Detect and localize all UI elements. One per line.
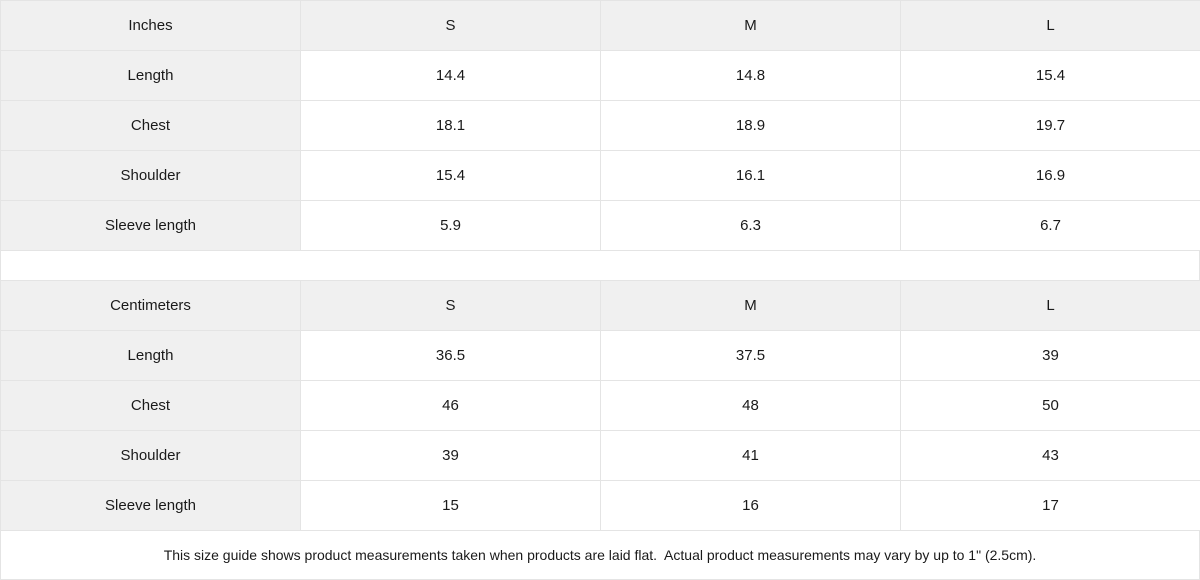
cell-inches-shoulder-s: 15.4 [300, 150, 601, 201]
size-table-centimeters: Centimeters S M L Length 36.5 37.5 39 Ch… [0, 280, 1200, 532]
size-guide-note: This size guide shows product measuremen… [0, 531, 1200, 580]
column-header-l: L [900, 0, 1200, 51]
cell-inches-sleeve-m: 6.3 [600, 200, 901, 251]
cell-cm-sleeve-m: 16 [600, 480, 901, 532]
cell-cm-length-m: 37.5 [600, 330, 901, 382]
cell-inches-length-m: 14.8 [600, 50, 901, 101]
cell-cm-sleeve-s: 15 [300, 480, 601, 532]
row-label-sleeve-length: Sleeve length [0, 480, 301, 532]
cell-inches-shoulder-l: 16.9 [900, 150, 1200, 201]
table-row: Chest 18.1 18.9 19.7 [0, 100, 1200, 151]
cell-cm-shoulder-l: 43 [900, 430, 1200, 482]
row-label-shoulder: Shoulder [0, 150, 301, 201]
row-label-chest: Chest [0, 380, 301, 432]
cell-cm-length-s: 36.5 [300, 330, 601, 382]
row-label-length: Length [0, 330, 301, 382]
cell-inches-chest-s: 18.1 [300, 100, 601, 151]
cell-inches-length-s: 14.4 [300, 50, 601, 101]
column-header-m: M [600, 280, 901, 332]
table-row: Sleeve length 15 16 17 [0, 480, 1200, 532]
cell-inches-chest-m: 18.9 [600, 100, 901, 151]
cell-inches-length-l: 15.4 [900, 50, 1200, 101]
table-row: Shoulder 15.4 16.1 16.9 [0, 150, 1200, 201]
cell-cm-sleeve-l: 17 [900, 480, 1200, 532]
unit-header-centimeters: Centimeters [0, 280, 301, 332]
cell-cm-chest-l: 50 [900, 380, 1200, 432]
cell-inches-chest-l: 19.7 [900, 100, 1200, 151]
row-label-shoulder: Shoulder [0, 430, 301, 482]
table-row: Sleeve length 5.9 6.3 6.7 [0, 200, 1200, 251]
table-row: Length 14.4 14.8 15.4 [0, 50, 1200, 101]
table-spacer [0, 251, 1200, 281]
size-table-inches-header: Inches S M L [0, 0, 1200, 51]
row-label-chest: Chest [0, 100, 301, 151]
cell-cm-shoulder-s: 39 [300, 430, 601, 482]
row-label-sleeve-length: Sleeve length [0, 200, 301, 251]
column-header-m: M [600, 0, 901, 51]
table-row: Chest 46 48 50 [0, 380, 1200, 432]
cell-inches-sleeve-l: 6.7 [900, 200, 1200, 251]
cell-cm-chest-s: 46 [300, 380, 601, 432]
column-header-s: S [300, 280, 601, 332]
cell-cm-shoulder-m: 41 [600, 430, 901, 482]
table-row: Length 36.5 37.5 39 [0, 330, 1200, 382]
table-header-row: Centimeters S M L [0, 280, 1200, 332]
row-label-length: Length [0, 50, 301, 101]
column-header-l: L [900, 280, 1200, 332]
table-header-row: Inches S M L [0, 0, 1200, 51]
size-table-centimeters-body: Length 36.5 37.5 39 Chest 46 48 50 Shoul… [0, 330, 1200, 532]
unit-header-inches: Inches [0, 0, 301, 51]
size-table-inches-body: Length 14.4 14.8 15.4 Chest 18.1 18.9 19… [0, 50, 1200, 251]
column-header-s: S [300, 0, 601, 51]
size-table-inches: Inches S M L Length 14.4 14.8 15.4 Chest… [0, 0, 1200, 251]
size-table-centimeters-header: Centimeters S M L [0, 280, 1200, 332]
cell-inches-sleeve-s: 5.9 [300, 200, 601, 251]
cell-cm-chest-m: 48 [600, 380, 901, 432]
cell-inches-shoulder-m: 16.1 [600, 150, 901, 201]
cell-cm-length-l: 39 [900, 330, 1200, 382]
table-row: Shoulder 39 41 43 [0, 430, 1200, 482]
